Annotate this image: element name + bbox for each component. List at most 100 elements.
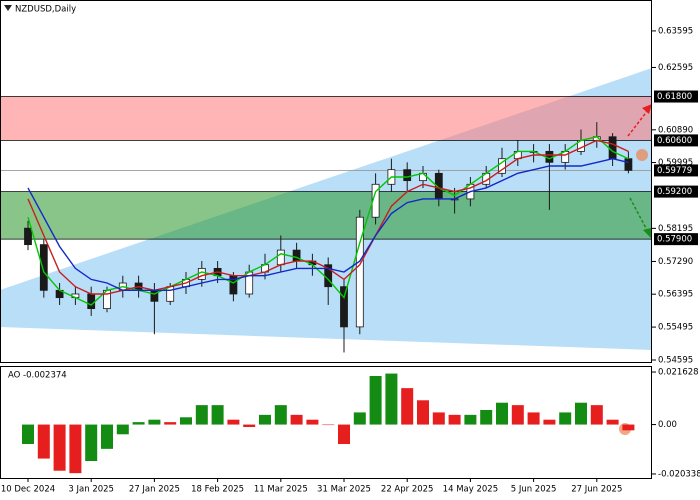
x-tick-label: 5 Jun 2025 [511,485,557,495]
candle-body [608,136,617,160]
chart-title: NZDUSD,Daily [15,5,76,15]
ao-bar [448,414,461,425]
y-tick-label: 0.62595 [658,63,693,73]
arrow-head [643,228,651,238]
ao-bar [622,424,635,431]
ao-bar [417,400,429,425]
ao-bar [590,405,603,425]
x-tick-label: 3 Jan 2025 [68,485,114,495]
ao-bar [243,424,256,427]
ao-bar [116,424,129,435]
level-label: 0.57900 [657,235,692,245]
x-tick-label: 18 Feb 2025 [191,485,244,495]
ao-bar [306,419,319,425]
x-tick-label: 31 Mar 2025 [317,485,371,495]
level-label: 0.60600 [657,136,692,146]
ao-bar [322,424,335,426]
candle-body [276,249,285,266]
zone [1,96,652,141]
candle-body [150,289,159,302]
ao-bar [575,402,587,425]
x-tick-label: 22 Apr 2025 [381,485,434,495]
ao-bar [385,373,398,425]
level-label: 0.59779 [657,166,692,176]
y-tick-label: 0.00 [658,420,677,430]
ao-bar [101,424,113,449]
ao-bar [227,419,240,425]
level-label: 0.61800 [657,92,692,102]
ao-bar [85,424,98,461]
x-tick-label: 14 May 2025 [443,485,498,495]
x-tick-label: 27 Jun 2025 [571,485,622,495]
y-tick-label: 0.63595 [658,26,693,36]
zones [0,96,652,240]
ao-bar [496,402,508,425]
arrow-up [627,109,649,137]
y-tick-label: 0.60890 [658,125,693,135]
y-tick-label: 0.54595 [658,355,693,365]
zone [1,191,652,240]
ao-bar [353,412,366,425]
arrow-down [629,197,649,233]
indicator-title: AO -0.002374 [8,371,67,381]
x-tick-label: 11 Mar 2025 [254,485,308,495]
candle-body [498,158,506,174]
y-tick-label: 0.55495 [658,323,693,333]
x-tick-label: 27 Jan 2025 [129,485,180,495]
y-tick-label: 0.58195 [658,224,693,234]
candle-body [24,227,32,246]
candle-body [292,249,301,262]
candle-body [87,293,96,310]
level-box [654,90,698,103]
ao-bar [274,405,287,425]
y-tick-label: 0.56395 [658,290,693,300]
ma-line [27,136,629,306]
ao-bar [369,375,382,425]
main-frame [0,0,652,363]
candle-body [403,169,412,182]
ao-bar [148,419,161,425]
plot [24,122,633,353]
level-box [654,185,698,198]
ao-bar [180,417,192,425]
ao-bar [527,412,540,425]
candle-body [39,244,48,291]
level-label: 0.59200 [657,187,692,197]
level-box [654,134,698,147]
y-tick-label: 0.57290 [658,257,693,267]
ao-bar [543,419,556,425]
ao-frame [0,366,652,479]
ao-bar [401,388,414,425]
level-box [654,233,698,246]
y-tick-label: -0.020338 [658,469,700,479]
level-box [654,164,698,177]
ao-bar [132,422,145,425]
ao-bar [338,424,350,444]
ao-bar [69,424,82,474]
y-tick-label: 0.021628 [658,368,699,378]
ao-bar [195,405,208,425]
ao-bar [511,405,524,425]
icon [4,5,12,11]
ao-bar [22,424,34,444]
ao-bar [259,414,271,425]
ao-bar [464,414,477,425]
ao-bar [53,424,66,471]
y-tick-label: 0.59995 [658,158,693,168]
ao-bar [606,419,619,425]
marker [636,149,648,161]
candle-body [624,158,633,171]
ao-bar [211,405,224,425]
candle-body [166,286,175,302]
ao-bar [559,412,572,425]
ao-bar [37,424,50,459]
ao-bar [290,414,303,425]
ma-line [27,157,629,291]
ao-bar [164,422,177,425]
ao-bar [480,409,493,425]
arrow-head [642,104,652,114]
x-tick-label: 10 Dec 2024 [1,485,55,495]
candle-body [355,216,364,328]
ao-bar [432,412,445,425]
